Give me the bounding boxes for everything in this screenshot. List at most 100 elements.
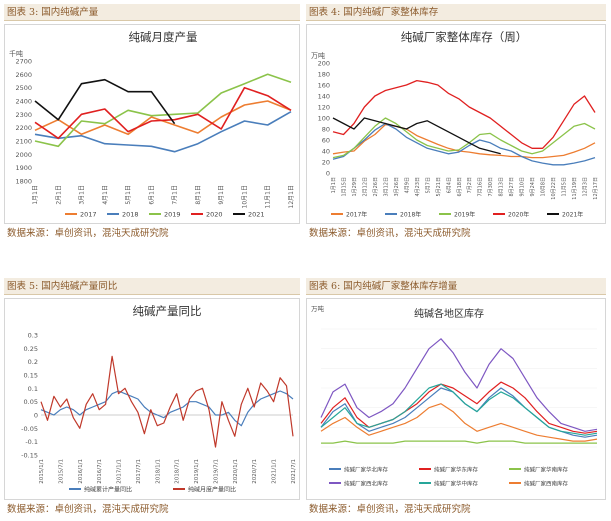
- y-tick-label: 2600: [15, 71, 32, 79]
- x-tick-label: 10月1日: [241, 185, 248, 208]
- legend-label: 2021: [248, 211, 265, 219]
- y-tick-label: 0.1: [28, 385, 38, 393]
- y-tick-label: 60: [322, 137, 330, 145]
- series-line-纯碱厂家西南库存: [320, 403, 598, 442]
- y-tick-label: 0: [326, 170, 330, 178]
- y-tick-label: 80: [322, 126, 330, 134]
- chart-title: 纯碱月度产量: [129, 30, 198, 44]
- y-tick-label: 0.25: [24, 345, 38, 353]
- legend-label: 2018年: [400, 211, 421, 219]
- y-tick-label: 2000: [15, 151, 32, 159]
- x-tick-label: 2016/7/1: [97, 459, 103, 484]
- panel-chart-6: 图表 6: 国内纯碱厂家整体库存增量 纯碱各地区库存 万吨 纯碱厂家华北库存 纯碱厂家…: [306, 278, 606, 518]
- series-line-2017年: [332, 123, 596, 159]
- y-tick-label: 200: [318, 60, 330, 68]
- x-tick-label: 12月17日: [593, 177, 599, 200]
- legend-label: 2020年: [508, 211, 529, 219]
- legend-label: 纯碱厂家西南库存: [524, 480, 569, 488]
- x-tick-label: 3月26日: [394, 177, 400, 197]
- x-tick-label: 9月10日: [520, 177, 526, 197]
- x-tick-label: 3月1日: [79, 185, 86, 205]
- source-note: 数据来源：卓创资讯，混沌天成研究院: [7, 504, 169, 515]
- x-tick-label: 6月18日: [457, 177, 463, 197]
- x-tick-label: 2018/1/1: [155, 459, 161, 484]
- x-tick-label: 12月1日: [288, 185, 295, 208]
- plot-area: 纯碱厂家整体库存（周） 万吨 0 20 40 60 80 100 120 140 160 180 200…: [306, 24, 606, 224]
- series-line-纯碱月度产量同比: [40, 355, 294, 448]
- x-tick-label: 5月1日: [125, 185, 132, 205]
- panel-chart-4: 图表 4: 国内纯碱厂家整体库存 纯碱厂家整体库存（周） 万吨 0 20 40 60 80 1…: [306, 4, 606, 242]
- x-tick-label: 5月7日: [425, 177, 431, 193]
- legend-label: 纯碱累计产量同比: [84, 486, 132, 494]
- series-line-纯碱厂家华南库存: [321, 440, 597, 444]
- x-tick-label: 1月15日: [341, 177, 347, 197]
- x-tick-label: 2019/1/1: [194, 459, 200, 484]
- y-tick-label: 120: [318, 104, 330, 112]
- x-tick-label: 8月27日: [509, 177, 515, 197]
- x-tick-label: 2021/7/1: [291, 459, 297, 484]
- x-tick-label: 2020/7/1: [252, 459, 258, 484]
- y-tick-label: 0.05: [24, 398, 38, 406]
- x-tick-label: 2月26日: [373, 177, 379, 197]
- chart-title: 纯碱产量同比: [133, 304, 202, 318]
- x-tick-label: 6月1日: [148, 185, 155, 205]
- x-tick-label: 6月4日: [446, 177, 452, 193]
- panel-chart-3: 图表 3: 国内纯碱产量 纯碱月度产量 千吨 1800 1900 2000 2100 220…: [4, 4, 300, 242]
- series-line-2020: [34, 86, 292, 140]
- y-tick-label: 0.15: [24, 372, 38, 380]
- legend-label: 2017: [80, 211, 97, 219]
- x-tick-label: 2018/7/1: [175, 459, 181, 484]
- x-tick-label: 7月1日: [172, 185, 179, 205]
- y-tick-label: 2400: [15, 98, 32, 106]
- legend-label: 纯碱厂家华东库存: [434, 466, 479, 474]
- y-tick-label: -0.05: [21, 425, 38, 433]
- x-tick-label: 2017/7/1: [136, 459, 142, 484]
- series-line-2019年: [332, 117, 596, 159]
- y-tick-label: 2700: [15, 58, 32, 66]
- y-axis-unit: 万吨: [311, 304, 325, 313]
- chart-svg: 纯碱产量同比 -0.15 -0.1 -0.05 0 0.05 0.1 0.15 0.2 0.25 0…: [21, 304, 297, 494]
- legend-label: 2017年: [346, 211, 367, 219]
- x-tick-label: 2019/7/1: [213, 459, 219, 484]
- x-tick-label: 10月8日: [541, 177, 547, 197]
- x-tick-label: 7月30日: [488, 177, 494, 197]
- x-tick-label: 2月1日: [55, 185, 62, 205]
- y-tick-label: -0.15: [21, 452, 38, 460]
- x-tick-label: 11月5日: [562, 177, 568, 197]
- x-tick-label: 4月23日: [415, 177, 421, 197]
- x-tick-label: 4月9日: [404, 177, 410, 193]
- x-tick-label: 11月19日: [572, 177, 578, 200]
- x-tick-label: 12月3日: [583, 177, 589, 197]
- source-note: 数据来源：卓创资讯，混沌天成研究院: [309, 504, 471, 515]
- y-tick-label: 0.3: [28, 332, 38, 340]
- legend-label: 2018: [122, 211, 139, 219]
- source-note: 数据来源：卓创资讯，混沌天成研究院: [309, 228, 471, 239]
- series-line-2021: [34, 78, 176, 125]
- y-tick-label: 2100: [15, 138, 32, 146]
- x-tick-label: 8月1日: [195, 185, 202, 205]
- x-tick-label: 3月12日: [383, 177, 389, 197]
- x-tick-label: 1月29日: [352, 177, 358, 197]
- x-tick-label: 9月24日: [530, 177, 536, 197]
- plot-area: 纯碱月度产量 千吨 1800 1900 2000 2100 2200 2300 2400 2500…: [4, 24, 300, 224]
- panel-chart-5: 图表 5: 国内纯碱产量同比 纯碱产量同比 -0.15 -0.1 -0.05 0 0.05…: [4, 278, 300, 518]
- legend-label: 2020: [206, 211, 223, 219]
- x-tick-label: 2017/1/1: [117, 459, 123, 484]
- panel-header: 图表 3: 国内纯碱产量: [4, 4, 300, 21]
- x-tick-label: 4月1日: [102, 185, 109, 205]
- series-line-2020年: [332, 79, 596, 149]
- x-tick-label: 1月1日: [32, 185, 39, 205]
- y-tick-label: 20: [322, 159, 330, 167]
- x-tick-label: 5月21日: [436, 177, 442, 197]
- y-tick-label: 1900: [15, 164, 32, 172]
- plot-area: 纯碱各地区库存 万吨 纯碱厂家华北库存 纯碱厂家华东库存 纯碱厂家华南库存 纯碱厂家西北库…: [306, 298, 606, 500]
- chart-title: 纯碱厂家整体库存（周）: [401, 30, 528, 44]
- series-line-纯碱厂家华中库存: [320, 383, 598, 436]
- legend-label: 2019: [164, 211, 181, 219]
- series-line-纯碱累计产量同比: [40, 390, 294, 427]
- source-note: 数据来源：卓创资讯，混沌天成研究院: [7, 228, 169, 239]
- series-line-2018年: [332, 122, 596, 166]
- series-line-2021年: [332, 117, 501, 155]
